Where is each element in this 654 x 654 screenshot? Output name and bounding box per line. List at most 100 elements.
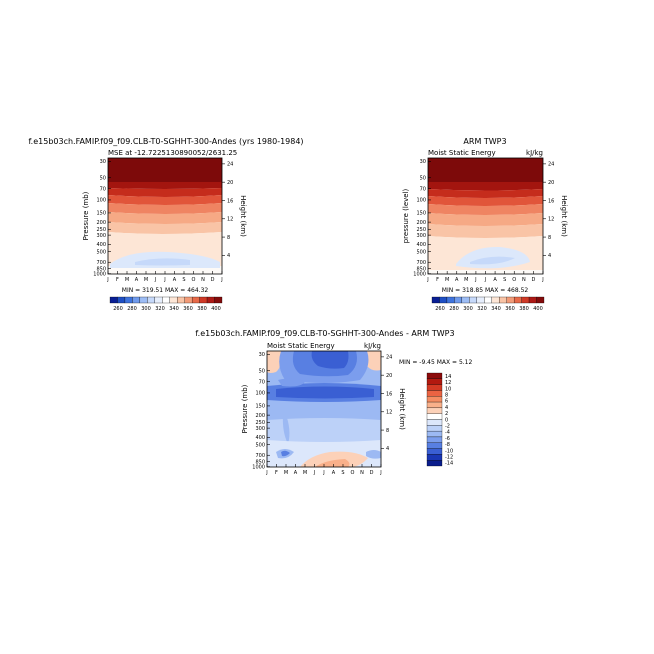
- colorbar-label: 380: [197, 306, 207, 312]
- colorbar-swatch: [469, 296, 477, 304]
- model-panel: f.e15b03ch.FAMIP.f09_f09.CLB-T0-SGHHT-30…: [28, 137, 303, 312]
- pressure-tick-label: 400: [416, 242, 426, 248]
- pressure-tick-label: 300: [416, 233, 426, 239]
- pressure-tick-label: 850: [416, 266, 426, 272]
- pressure-tick-label: 150: [416, 211, 426, 217]
- height-tick-label: 20: [227, 180, 233, 186]
- obs-min-max: MIN = 318.85 MAX = 468.52: [442, 287, 529, 294]
- pressure-tick-label: 200: [96, 220, 106, 226]
- colorbar-swatch: [426, 390, 443, 397]
- month-tick-label: J: [313, 470, 315, 476]
- colorbar-swatch: [506, 296, 515, 304]
- pressure-tick-label: 850: [255, 459, 265, 465]
- colorbar-label: 14: [445, 374, 451, 380]
- diff-y2-axis-label: Height (km): [398, 388, 406, 430]
- height-tick-label: 24: [548, 162, 554, 168]
- colorbar-swatch: [191, 296, 200, 304]
- colorbar-swatch: [426, 425, 443, 432]
- colorbar-label: 280: [127, 306, 137, 312]
- obs-panel: ARM TWP3 Moist Static Energy kJ/kg press…: [402, 137, 568, 312]
- month-tick-label: N: [522, 277, 526, 283]
- colorbar-label: 320: [155, 306, 165, 312]
- pressure-tick-label: 400: [255, 435, 265, 441]
- colorbar-swatch: [454, 296, 463, 304]
- colorbar-swatch: [513, 296, 522, 304]
- diff-axes: J F M A M J J A S O N D J305070100150200250300400500…: [252, 352, 392, 476]
- colorbar-swatch: [426, 442, 443, 449]
- model-colorbar: 260 280 300 320 340 360 380 400: [109, 296, 223, 312]
- month-tick-label: S: [341, 470, 344, 476]
- colorbar-swatch: [426, 436, 443, 443]
- colorbar-swatch: [431, 296, 440, 304]
- month-tick-label: S: [182, 277, 185, 283]
- colorbar-label: 300: [463, 306, 473, 312]
- month-tick-label: M: [144, 277, 148, 283]
- pressure-tick-label: 300: [255, 426, 265, 432]
- month-tick-label: M: [303, 470, 307, 476]
- colorbar-swatch: [162, 296, 170, 304]
- month-tick-label: J: [484, 277, 486, 283]
- height-tick-label: 12: [386, 410, 392, 416]
- colorbar-swatch: [439, 296, 448, 304]
- diff-contour-field: [267, 351, 381, 467]
- obs-title: ARM TWP3: [463, 137, 506, 146]
- colorbar-swatch: [124, 296, 133, 304]
- colorbar-swatch: [426, 384, 443, 391]
- colorbar-label: -14: [445, 461, 453, 467]
- height-tick-label: 24: [386, 355, 392, 361]
- colorbar-swatch: [521, 296, 530, 304]
- colorbar-swatch: [147, 296, 155, 304]
- colorbar-label: 0: [445, 417, 448, 423]
- pressure-tick-label: 70: [100, 186, 106, 192]
- pressure-tick-label: 500: [416, 249, 426, 255]
- model-contour-field: [108, 158, 222, 274]
- month-tick-label: A: [332, 470, 336, 476]
- colorbar-label: -10: [445, 448, 453, 454]
- pressure-tick-label: 50: [259, 369, 265, 375]
- colorbar-swatch: [132, 296, 141, 304]
- model-min-max: MIN = 319.51 MAX = 464.32: [122, 287, 209, 294]
- colorbar-label: 2: [445, 411, 448, 417]
- colorbar-swatch: [426, 413, 443, 420]
- pressure-tick-label: 100: [416, 198, 426, 204]
- height-tick-label: 8: [386, 428, 389, 434]
- obs-y-axis-label: pressure (level): [402, 188, 410, 243]
- height-tick-label: 4: [548, 253, 551, 259]
- colorbar-swatch: [109, 296, 118, 304]
- month-tick-label: D: [531, 277, 535, 283]
- pressure-tick-label: 70: [259, 379, 265, 385]
- height-tick-label: 16: [386, 391, 392, 397]
- colorbar-swatch: [499, 296, 507, 304]
- height-tick-label: 20: [386, 373, 392, 379]
- colorbar-label: 280: [449, 306, 459, 312]
- pressure-tick-label: 500: [96, 249, 106, 255]
- month-tick-label: J: [163, 277, 165, 283]
- pressure-tick-label: 250: [96, 227, 106, 233]
- pressure-tick-label: 100: [255, 391, 265, 397]
- colorbar-swatch: [426, 378, 443, 385]
- pressure-tick-label: 200: [416, 220, 426, 226]
- colorbar-label: 6: [445, 399, 448, 405]
- month-tick-label: M: [464, 277, 468, 283]
- model-y-axis-label: Pressure (mb): [82, 191, 90, 240]
- month-tick-label: A: [135, 277, 139, 283]
- colorbar-label: -2: [445, 424, 450, 430]
- month-tick-label: J: [220, 277, 222, 283]
- colorbar-label: 360: [183, 306, 193, 312]
- month-tick-label: A: [294, 470, 298, 476]
- pressure-tick-label: 1000: [93, 271, 106, 277]
- pressure-tick-label: 30: [100, 159, 106, 165]
- diff-y-axis-label: Pressure (mb): [241, 384, 249, 433]
- month-tick-label: J: [322, 470, 324, 476]
- colorbar-swatch: [536, 296, 545, 304]
- month-tick-label: M: [445, 277, 449, 283]
- pressure-tick-label: 250: [255, 420, 265, 426]
- colorbar-swatch: [426, 448, 443, 455]
- height-tick-label: 24: [227, 162, 233, 168]
- month-tick-label: J: [474, 277, 476, 283]
- colorbar-label: 380: [519, 306, 529, 312]
- colorbar-swatch: [426, 454, 443, 461]
- colorbar-swatch: [426, 419, 443, 426]
- colorbar-swatch: [528, 296, 537, 304]
- colorbar-swatch: [206, 296, 215, 304]
